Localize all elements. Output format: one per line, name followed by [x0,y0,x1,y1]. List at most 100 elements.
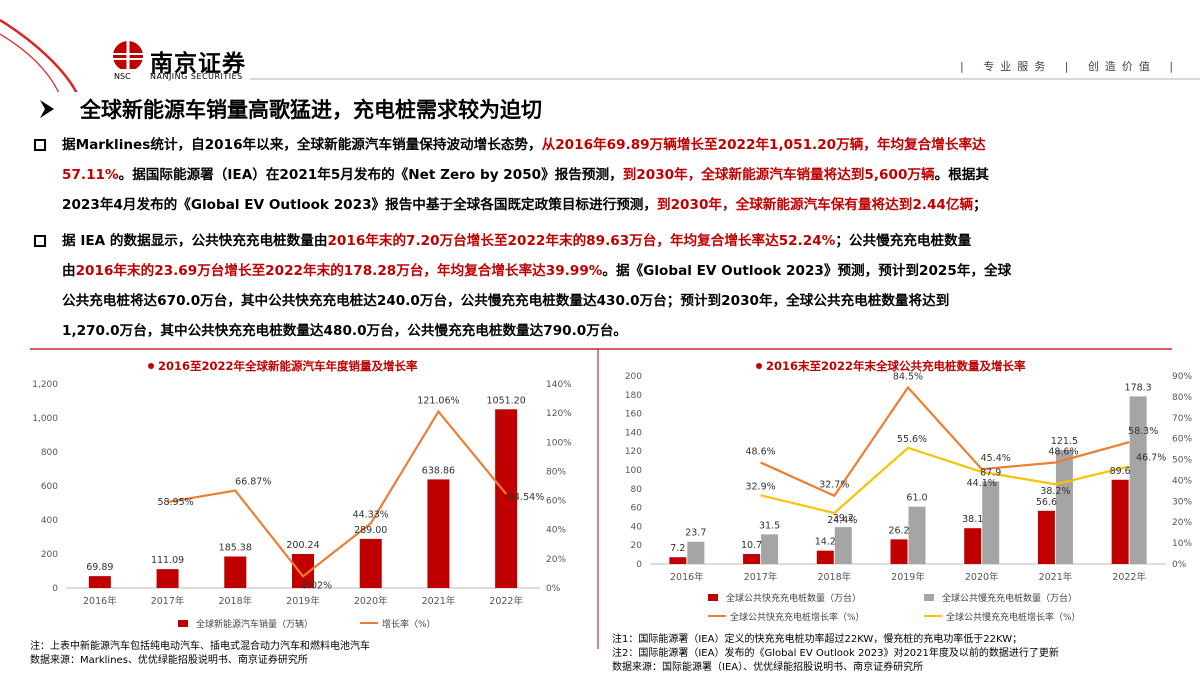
chart-1: 0 200 400 600 800 1,000 1,200 0% 20% 40% 60% 80% 100… [32,380,572,630]
line-data-label: 121.06% [417,396,459,407]
y-right-tick-label: 40% [1172,476,1192,486]
bar-data-label: 38.1 [962,514,983,525]
paragraph-1-line-3: 2023年4月发布的《Global EV Outlook 2023》报告中基于全… [62,190,1180,220]
paragraph-2-line-3: 公共充电桩将达670.0万台，其中公共快充充电桩达240.0万台，公共慢充充电桩… [62,293,950,309]
brand-name-en: NANJING SECURITIES [150,72,243,81]
bar-data-label: 39.2 [833,513,854,524]
bar-data-label: 200.24 [286,540,319,551]
legend-label: 全球公共快充充电桩数量（万台） [726,592,861,604]
nsc-logo-icon [108,41,148,73]
line-data-label: 8.02% [302,580,332,591]
x-tick-label: 2018年 [817,571,851,583]
chart-2-source: 数据来源：国际能源署（IEA）、优优绿能招股说明书、南京证券研究所 [612,662,924,673]
x-tick-label: 2021年 [422,595,456,607]
bar [156,569,179,588]
x-tick-label: 2017年 [744,571,778,583]
bar [982,481,1000,564]
bar [687,541,705,564]
highlight-span: 从2016年69.89万辆增长至2022年1,051.20万辆，年均复合增长率达 [541,137,986,153]
y-left-tick-label: 40 [631,522,643,532]
y-left-tick-label: 60 [631,504,643,514]
x-tick-label: 2019年 [286,595,320,607]
y-right-tick-label: 30% [1172,497,1192,507]
bar-data-label: 26.2 [888,525,909,536]
bar [908,506,926,564]
legend-label: 全球公共慢充充电桩增长率（%） [946,611,1081,623]
line-data-label: 24.4% [827,515,857,526]
bullet-dot-icon [756,363,762,369]
series-line [167,409,507,578]
x-tick-label: 2020年 [354,595,388,607]
bar [964,528,982,564]
x-tick-label: 2020年 [965,571,999,583]
y-left-tick-label: 800 [41,448,58,458]
line-data-label: 46.7% [1136,452,1166,463]
bar [834,527,852,564]
y-left-tick-label: 1,200 [32,380,58,390]
bar [761,534,779,564]
highlight-span: 到2030年，全球新能源汽车销量将达到5,600万辆 [622,167,935,183]
bar-data-label: 7.2 [670,543,685,554]
chart-1-source: 数据来源：Marklines、优优绿能招股说明书、南京证券研究所 [30,655,308,666]
bar [816,550,834,564]
line-data-label: 58.3% [1128,426,1158,437]
line-data-label: 66.87% [235,477,271,488]
line-data-label: 48.6% [745,446,775,457]
x-tick-label: 2018年 [218,595,252,607]
line-data-label: 38.2% [1040,486,1070,497]
y-left-tick-label: 140 [625,428,642,438]
bar-data-label: 121.5 [1051,436,1078,447]
y-right-tick-label: 140% [546,380,572,390]
x-tick-label: 2017年 [151,595,185,607]
paragraph-1-line-1: 据Marklines统计，自2016年以来，全球新能源汽车销量保持波动增长态势，… [62,130,1180,160]
y-right-tick-label: 20% [1172,518,1192,528]
bar-data-label: 10.7 [741,540,762,551]
y-right-tick-label: 90% [1172,372,1192,382]
legend-label: 全球公共快充充电桩增长率（%） [730,611,865,623]
bar-data-label: 178.3 [1125,382,1152,393]
bar-data-label: 185.38 [219,542,252,553]
series-line [760,446,1130,515]
line-data-label: 44.33% [353,509,389,520]
y-right-tick-label: 120% [546,409,572,419]
highlight-span: 2016年末的7.20万台增长至2022年末的89.63万台，年均复合增长率达5… [327,233,836,249]
bar-data-label: 638.86 [422,465,455,476]
y-left-tick-label: 0 [636,560,642,570]
bullet-checkbox-icon [34,139,46,151]
bar-data-label: 87.9 [980,467,1001,478]
bar-data-label: 289.00 [354,525,387,536]
y-left-tick-label: 0 [52,584,58,594]
x-tick-label: 2019年 [891,571,925,583]
legend-swatch [924,594,934,601]
bullet-dot-icon [148,363,154,369]
legend-swatch [708,594,718,601]
y-left-tick-label: 200 [41,550,58,560]
text-span: ；公共慢充充电桩数量 [835,233,972,249]
y-left-tick-label: 160 [625,410,642,420]
bullet-checkbox-icon [34,235,46,247]
x-tick-label: 2022年 [1112,571,1146,583]
x-tick-label: 2022年 [489,595,523,607]
chart-2-title: 2016末至2022年末全球公共充电桩数量及增长率 [766,359,1026,373]
text-span: 。据《Global EV Outlook 2023》预测，预计到2025年，全球 [602,263,1012,279]
bar-data-label: 56.6 [1036,497,1057,508]
paragraph-1-line-2: 57.11%。据国际能源署（IEA）在2021年5月发布的《Net Zero b… [62,160,1180,190]
bar [495,409,518,588]
bar [669,557,687,564]
text-span: 。据国际能源署（IEA）在2021年5月发布的《Net Zero by 2050… [118,167,623,183]
bar-data-label: 111.09 [151,555,184,566]
y-right-tick-label: 60% [1172,435,1192,445]
bar [88,576,111,588]
y-right-tick-label: 60% [546,497,566,507]
series-line [760,385,1130,498]
y-right-tick-label: 70% [1172,414,1192,424]
highlight-span: 2016年末的23.69万台增长至2022年末的178.28万台，年均复合增长率… [75,263,603,279]
text-span: 由 [62,263,76,279]
bar-data-label: 31.5 [759,520,780,531]
y-right-tick-label: 0% [1172,560,1187,570]
text-span: 。根据其 [934,167,989,183]
legend-label: 增长率（%） [382,618,436,630]
highlight-span: 57.11% [62,167,119,183]
bar-data-label: 69.89 [86,562,113,573]
title-arrow-icon [40,100,54,118]
